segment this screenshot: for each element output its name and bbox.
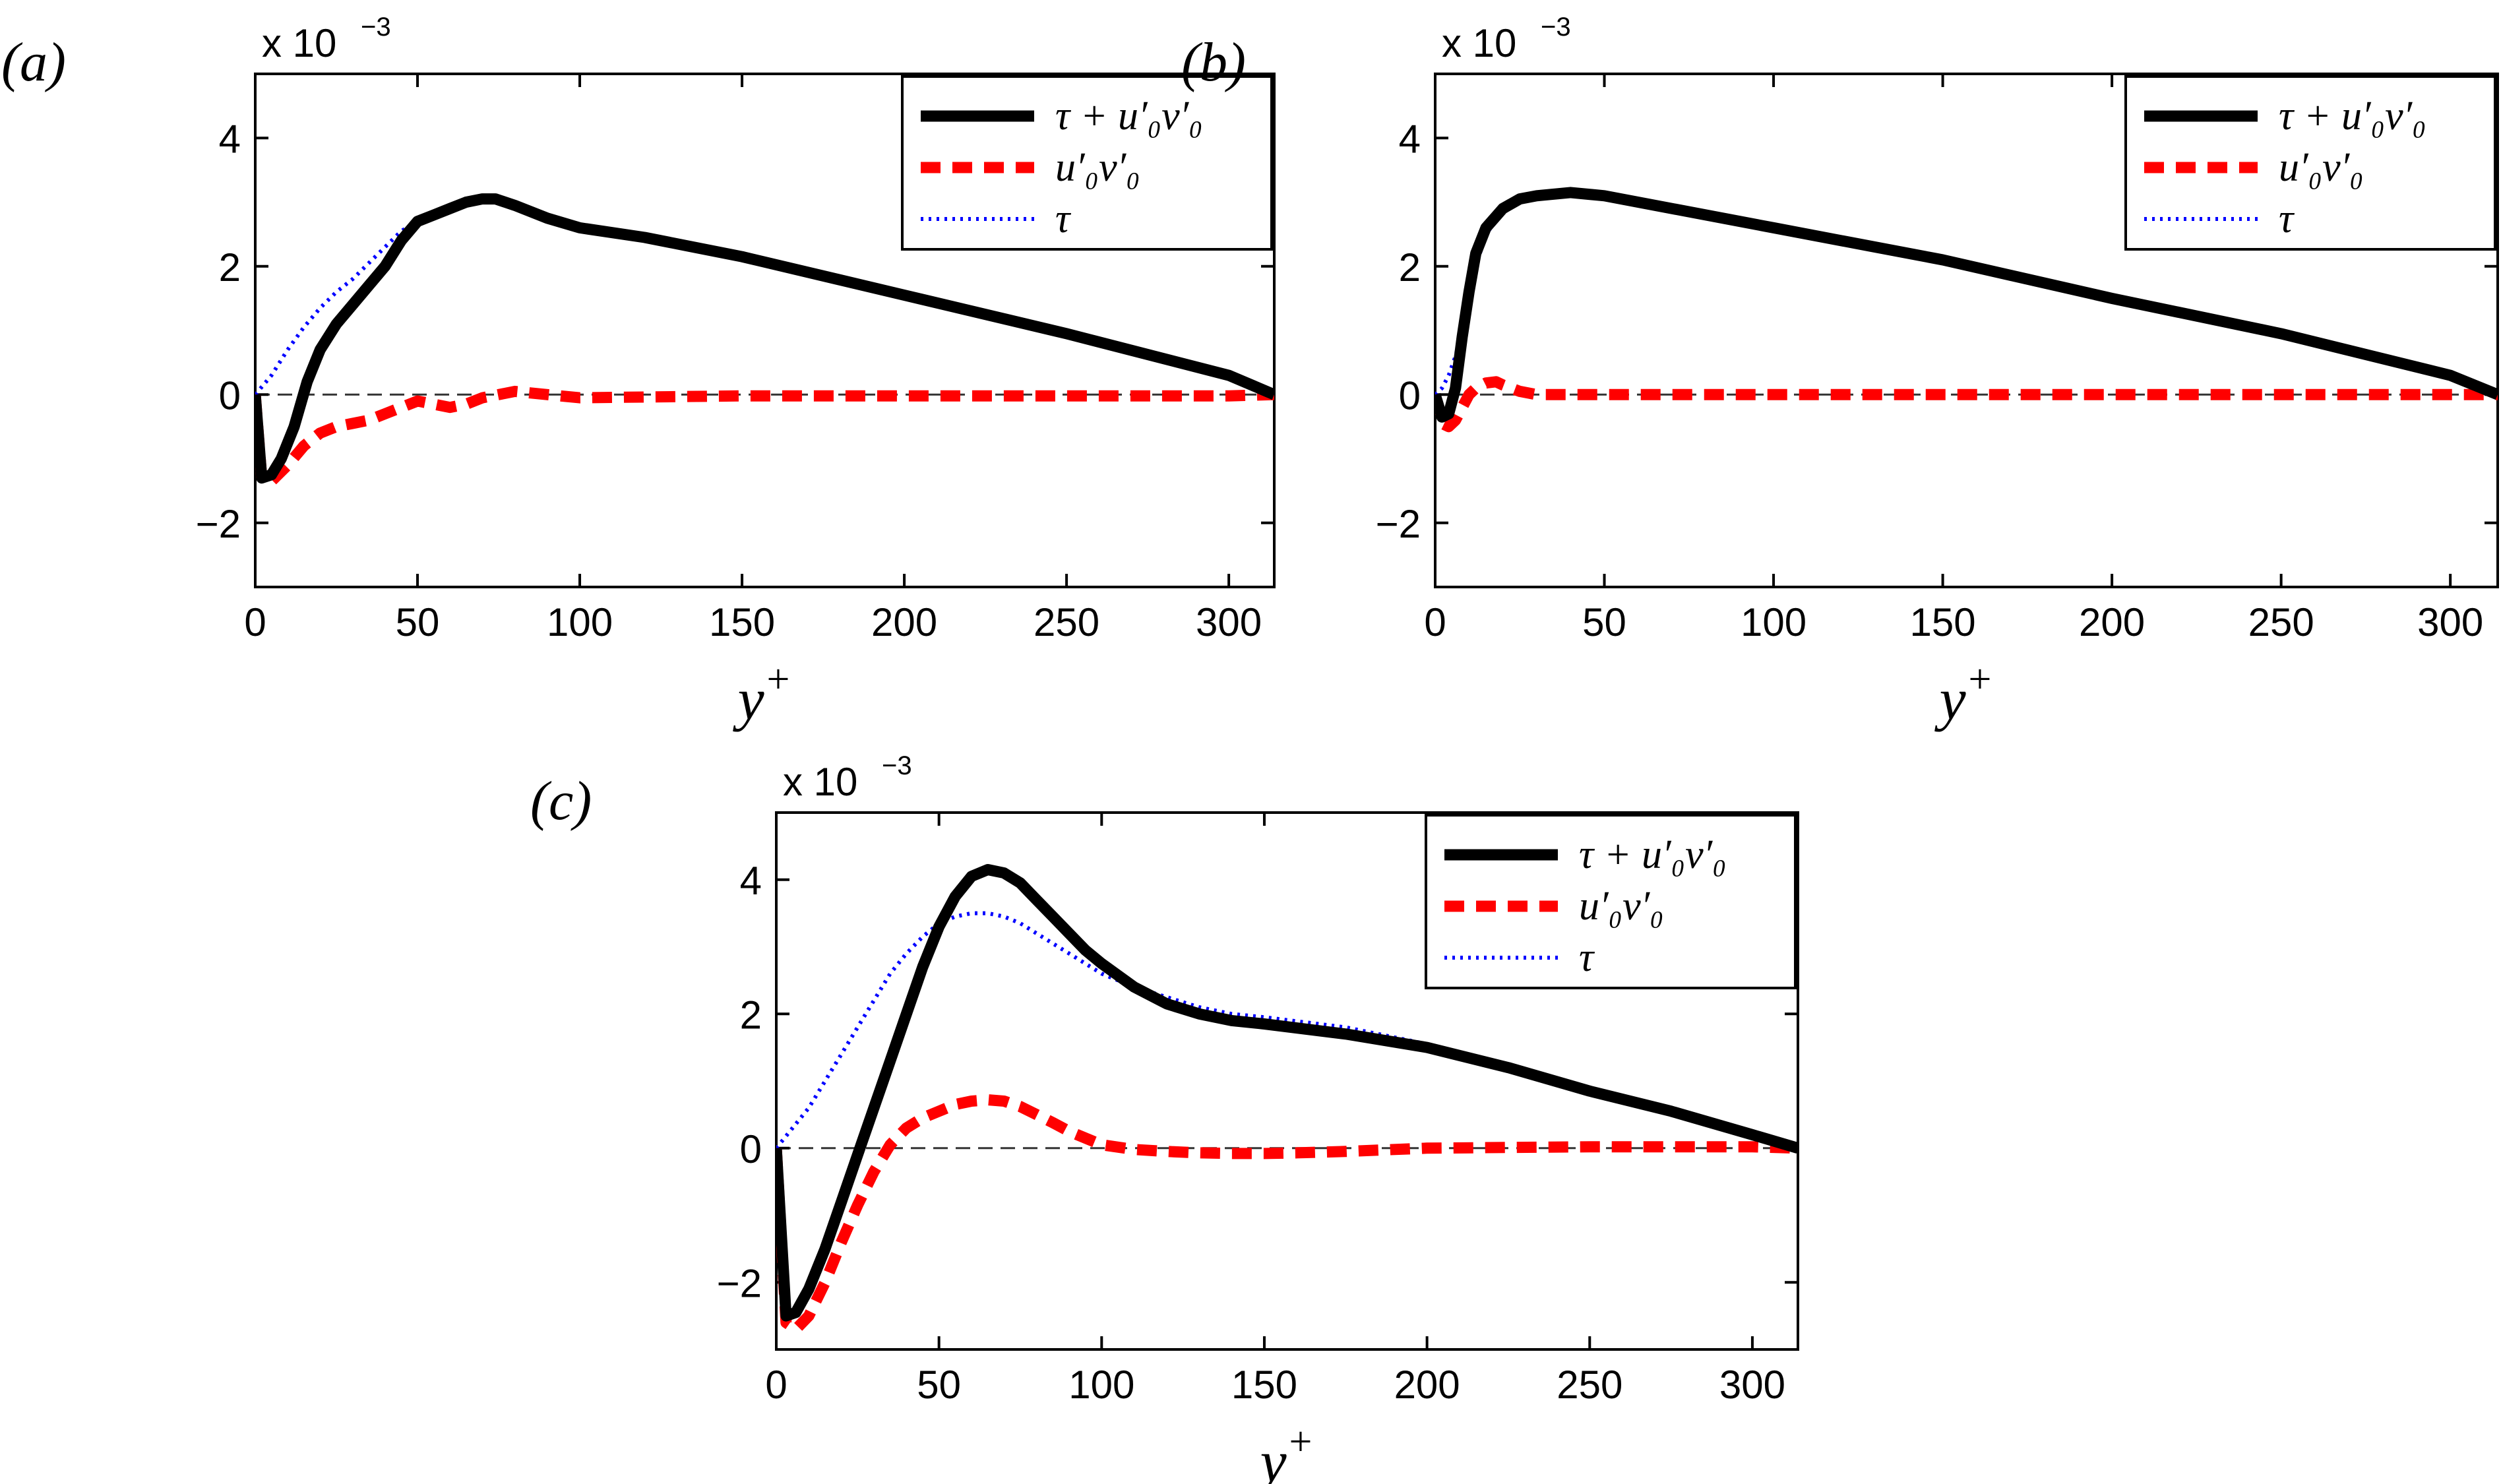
- x-tick-label: 150: [1910, 600, 1976, 644]
- y-tick-label: 2: [219, 245, 241, 290]
- x-tick-label: 100: [1741, 600, 1806, 644]
- series-line-2: [1435, 376, 2498, 433]
- legend-entry-label: u′₀v′₀: [2279, 145, 2364, 190]
- legend-entry-label: τ: [1579, 935, 1595, 980]
- x-axis-label-superscript: +: [1287, 1419, 1314, 1464]
- x-tick-label: 0: [765, 1363, 787, 1407]
- series-line-1: [776, 864, 1798, 1322]
- chart-panel-3: 0 50 100 150 200 250 300 −2 0 2 4 x 10 −3 (c) y+ τ + u′…: [530, 751, 1799, 1484]
- chart-panel-1: 0 50 100 150 200 250 300 −2 0 2 4 x 10 −3 (a) y+ τ + u′…: [1, 13, 1276, 732]
- legend: τ + u′₀v′₀ u′₀v′₀ τ: [2124, 75, 2496, 251]
- x-axis-label: y+: [733, 657, 792, 732]
- x-tick-label: 0: [1424, 600, 1446, 644]
- legend-entry-label: τ + u′₀v′₀: [1579, 832, 1727, 877]
- x-tick-label: 0: [244, 600, 266, 644]
- y-tick-label: 4: [740, 859, 762, 903]
- legend-entry-label: τ: [1055, 197, 1072, 241]
- legend: τ + u′₀v′₀ u′₀v′₀ τ: [901, 75, 1273, 251]
- x-tick-label: 100: [1068, 1363, 1134, 1407]
- panel-label: (c): [530, 770, 592, 832]
- series-line-2: [776, 1094, 1798, 1335]
- x-tick-label: 100: [547, 600, 613, 644]
- x-tick-label: 250: [2248, 600, 2314, 644]
- x-tick-label: 50: [1582, 600, 1626, 644]
- chart-panel-2: 0 50 100 150 200 250 300 −2 0 2 4 x 10 −3 (b) y+ τ + u′…: [1181, 13, 2499, 732]
- y-scale-label: x 10: [1442, 21, 1516, 65]
- y-tick-label: 2: [740, 993, 762, 1037]
- legend-entry-label: τ + u′₀v′₀: [1055, 94, 1203, 139]
- y-scale-exponent: −3: [1541, 13, 1571, 42]
- legend-entry-label: u′₀v′₀: [1055, 145, 1140, 190]
- y-scale-label: x 10: [262, 21, 336, 65]
- x-tick-label: 250: [1034, 600, 1099, 644]
- series-line-1: [255, 193, 1274, 484]
- series-line-2: [255, 385, 1274, 487]
- x-axis-label: y+: [1255, 1419, 1314, 1484]
- y-tick-label: −2: [196, 502, 241, 546]
- panel-label: (b): [1181, 32, 1246, 93]
- y-scale-exponent: −3: [882, 751, 912, 780]
- y-scale-exponent: −3: [361, 13, 391, 42]
- x-tick-label: 300: [1719, 1363, 1785, 1407]
- x-tick-label: 200: [1394, 1363, 1460, 1407]
- y-tick-label: 2: [1399, 245, 1421, 290]
- x-axis-label: y+: [1934, 657, 1994, 732]
- y-tick-label: −2: [1376, 502, 1421, 546]
- x-tick-label: 250: [1557, 1363, 1622, 1407]
- legend-entry-label: τ + u′₀v′₀: [2279, 94, 2426, 139]
- y-tick-label: 0: [740, 1127, 762, 1171]
- y-scale-label: x 10: [783, 760, 857, 804]
- panel-label: (a): [1, 32, 66, 93]
- y-tick-label: 4: [1399, 117, 1421, 161]
- y-tick-label: 0: [219, 373, 241, 417]
- legend: τ + u′₀v′₀ u′₀v′₀ τ: [1425, 814, 1797, 989]
- y-tick-label: −2: [717, 1261, 762, 1305]
- x-tick-label: 150: [709, 600, 775, 644]
- y-tick-label: 4: [219, 117, 241, 161]
- x-tick-label: 50: [917, 1363, 961, 1407]
- series-line-1: [1435, 187, 2498, 423]
- x-tick-label: 200: [2079, 600, 2145, 644]
- y-tick-label: 0: [1399, 373, 1421, 417]
- x-axis-label-superscript: +: [764, 657, 792, 702]
- x-tick-label: 200: [871, 600, 937, 644]
- legend-entry-label: u′₀v′₀: [1579, 884, 1664, 929]
- legend-entry-label: τ: [2279, 197, 2295, 241]
- x-tick-label: 150: [1231, 1363, 1297, 1407]
- x-tick-label: 50: [396, 600, 440, 644]
- x-tick-label: 300: [1196, 600, 1262, 644]
- x-axis-label-superscript: +: [1966, 657, 1994, 702]
- x-tick-label: 300: [2417, 600, 2483, 644]
